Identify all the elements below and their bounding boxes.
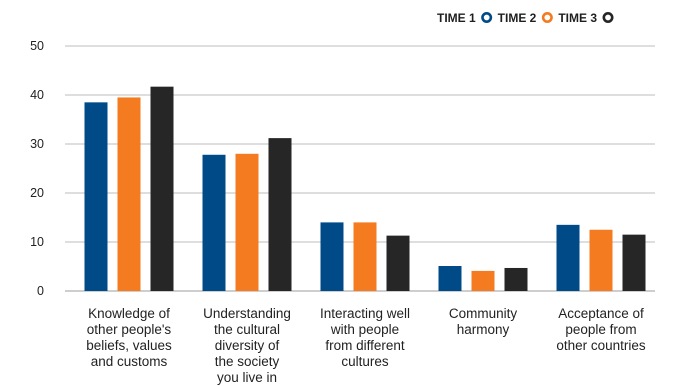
- category-label: Knowledge of other people's beliefs, value…: [86, 306, 172, 369]
- y-tick-label: 40: [30, 88, 44, 102]
- bar-time-2-cat-5: [589, 229, 613, 291]
- bar-time-2-cat-4: [471, 270, 495, 291]
- bar-time-3-cat-2: [268, 138, 292, 291]
- category-label-line: cultures: [341, 354, 389, 369]
- bar-time-1-cat-5: [556, 224, 580, 291]
- legend-label: TIME 2: [498, 11, 537, 25]
- bar-time-2-cat-3: [353, 222, 377, 291]
- legend-marker-icon: [541, 12, 553, 23]
- bar-time-2-cat-2: [235, 153, 259, 291]
- category-label-line: Community: [449, 306, 518, 321]
- legend-marker-icon: [602, 12, 614, 23]
- category-label-line: Interacting well: [320, 306, 410, 321]
- legend-label: TIME 1: [437, 11, 476, 25]
- category-labels: Knowledge of other people's beliefs, value…: [86, 306, 646, 385]
- category-label-line: other countries: [556, 338, 646, 353]
- bar-time-3-cat-3: [386, 235, 410, 291]
- bar-time-3-cat-4: [504, 267, 528, 291]
- category-label-line: Acceptance of: [558, 306, 644, 321]
- category-label-line: beliefs, values: [86, 338, 172, 353]
- legend-marker-icon: [481, 12, 493, 23]
- bar-time-3-cat-1: [150, 86, 174, 291]
- category-label-line: and customs: [91, 354, 168, 369]
- category-label-line: with people: [330, 322, 399, 337]
- category-label-line: other people's: [87, 322, 172, 337]
- category-label-line: from different: [325, 338, 405, 353]
- category-label-line: harmony: [457, 322, 510, 337]
- bar-time-3-cat-5: [622, 234, 646, 291]
- category-label: Interacting well with people from differen…: [320, 306, 410, 369]
- bar-time-1-cat-3: [320, 222, 344, 291]
- category-label: Community harmony: [449, 306, 518, 337]
- y-tick-label: 50: [30, 39, 44, 53]
- bar-time-1-cat-2: [202, 154, 226, 291]
- category-label-line: you live in: [217, 370, 277, 385]
- category-label-line: Knowledge of: [88, 306, 170, 321]
- category-label-line: Understanding: [203, 306, 291, 321]
- category-label-line: the cultural: [214, 322, 280, 337]
- y-axis-ticks: 0 10 20 30 40 50: [30, 39, 44, 298]
- bars: [84, 86, 646, 291]
- category-label-line: diversity of: [215, 338, 280, 353]
- bar-time-1-cat-1: [84, 102, 108, 291]
- y-tick-label: 20: [30, 186, 44, 200]
- y-tick-label: 30: [30, 137, 44, 151]
- y-tick-label: 0: [37, 284, 44, 298]
- legend-label: TIME 3: [558, 11, 597, 25]
- bar-time-2-cat-1: [117, 97, 141, 291]
- y-tick-label: 10: [30, 235, 44, 249]
- category-label-line: the society: [215, 354, 280, 369]
- category-label: Understanding the cultural diversity of the…: [203, 306, 291, 385]
- legend: TIME 1 TIME 2 TIME 3: [437, 11, 614, 25]
- category-label-line: people from: [565, 322, 636, 337]
- bar-time-1-cat-4: [438, 266, 462, 291]
- category-label: Acceptance of people from other countries: [556, 306, 646, 353]
